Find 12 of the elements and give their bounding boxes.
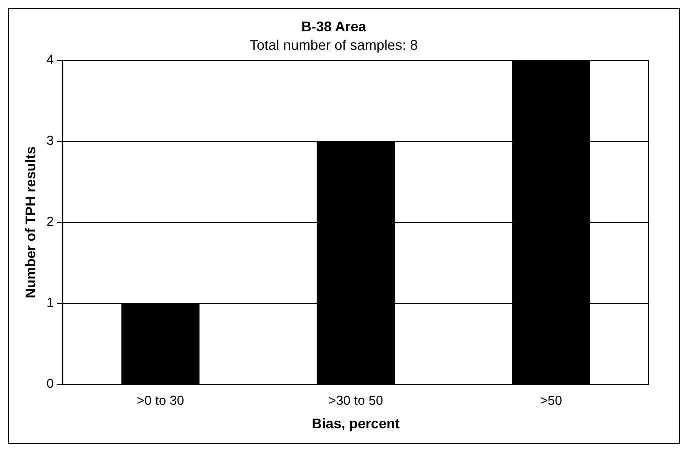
chart-title: B-38 Area xyxy=(302,18,367,34)
x-tick-label: >0 to 30 xyxy=(137,392,184,408)
x-tick-label: >30 to 50 xyxy=(328,392,384,408)
chart-subtitle: Total number of samples: 8 xyxy=(250,37,418,54)
y-tick-label: 4 xyxy=(46,52,54,68)
x-axis-title: Bias, percent xyxy=(312,415,400,432)
y-tick-label: 3 xyxy=(46,133,54,148)
y-tick-label: 1 xyxy=(46,295,54,310)
x-tick-label: >50 xyxy=(540,392,562,408)
y-axis-title: Number of TPH results xyxy=(22,146,38,298)
y-tick-label: 0 xyxy=(46,376,54,392)
y-tick-label: 2 xyxy=(46,214,54,230)
